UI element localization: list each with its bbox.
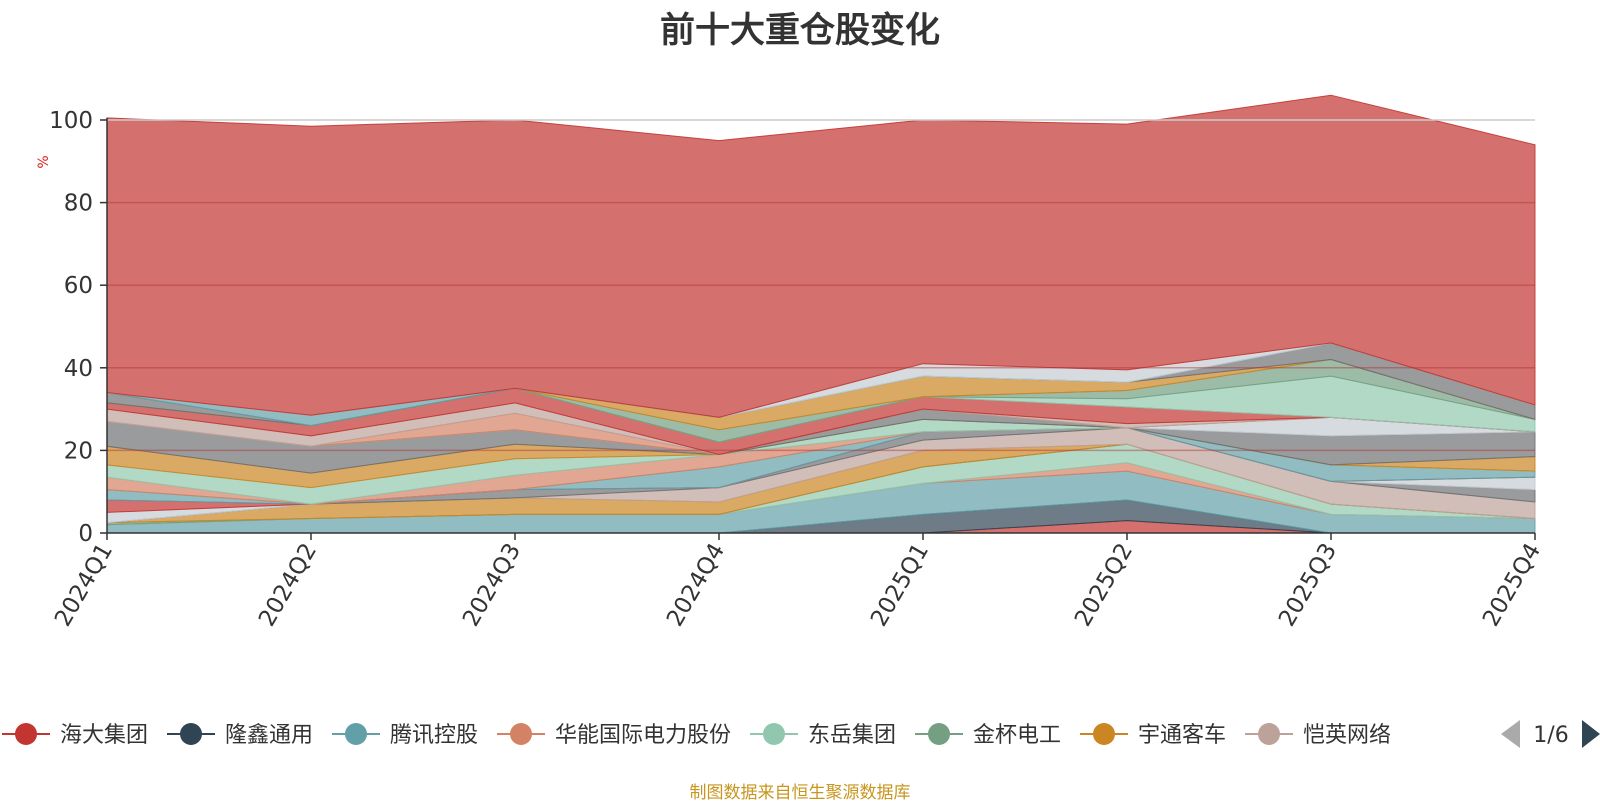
legend-item[interactable]: 东岳集团 [750, 723, 896, 748]
legend-circle-icon [763, 723, 785, 745]
y-tick-label: 40 [64, 356, 93, 382]
y-unit-label: % [36, 155, 52, 168]
y-tick-label: 0 [78, 521, 93, 547]
legend-item[interactable]: 宇通客车 [1080, 723, 1226, 748]
x-tick-label: 2025Q1 [866, 539, 934, 631]
prev-page-icon[interactable] [1501, 720, 1520, 748]
legend-circle-icon [15, 723, 37, 745]
legend-circle-icon [928, 723, 950, 745]
legend-item[interactable]: 海大集团 [2, 723, 148, 748]
legend-items: 海大集团 隆鑫通用 腾讯控股 华能国际电力股份 东岳集团 金杯电工 宇通客车 恺英网络 [2, 723, 1391, 748]
legend-item[interactable]: 隆鑫通用 [167, 723, 313, 748]
next-page-icon[interactable] [1582, 720, 1600, 748]
legend-label: 腾讯控股 [390, 723, 478, 748]
legend-label: 宇通客车 [1138, 723, 1226, 748]
area-series-27 [106, 94, 1536, 418]
legend-circle-icon [345, 723, 367, 745]
x-tick-label: 2025Q2 [1070, 539, 1138, 631]
source-note: 制图数据来自恒生聚源数据库 [689, 783, 911, 803]
x-tick-label: 2024Q2 [254, 539, 322, 631]
legend-item[interactable]: 金杯电工 [915, 723, 1061, 748]
x-tick-label: 2025Q4 [1478, 539, 1546, 631]
legend-circle-icon [180, 723, 202, 745]
legend-pager: 1/6 [1501, 720, 1600, 748]
legend-item[interactable]: 恺英网络 [1245, 723, 1391, 748]
legend-circle-icon [1093, 723, 1115, 745]
legend-label: 海大集团 [60, 723, 148, 748]
legend[interactable]: 海大集团 隆鑫通用 腾讯控股 华能国际电力股份 东岳集团 金杯电工 宇通客车 恺英网络 1/6 [2, 720, 1600, 748]
legend-item[interactable]: 腾讯控股 [332, 723, 478, 748]
y-tick-label: 100 [49, 108, 93, 134]
y-tick-label: 60 [64, 273, 93, 299]
x-tick-label: 2024Q4 [662, 539, 730, 631]
legend-circle-icon [510, 723, 532, 745]
area-series-layer [106, 94, 1536, 534]
legend-page-indicator: 1/6 [1533, 723, 1568, 748]
legend-label: 金杯电工 [973, 723, 1061, 748]
legend-label: 华能国际电力股份 [555, 723, 731, 748]
x-tick-label: 2025Q3 [1274, 539, 1342, 631]
y-tick-label: 20 [64, 438, 93, 464]
legend-item[interactable]: 华能国际电力股份 [497, 723, 731, 748]
legend-circle-icon [1258, 723, 1280, 745]
x-tick-label: 2024Q1 [50, 539, 118, 631]
grid-lines [107, 119, 1535, 452]
legend-label: 东岳集团 [808, 723, 896, 748]
x-tick-label: 2024Q3 [458, 539, 526, 631]
legend-label: 恺英网络 [1303, 723, 1391, 748]
y-tick-label: 80 [64, 191, 93, 217]
chart-title: 前十大重仓股变化 [659, 11, 940, 51]
legend-label: 隆鑫通用 [225, 723, 313, 748]
